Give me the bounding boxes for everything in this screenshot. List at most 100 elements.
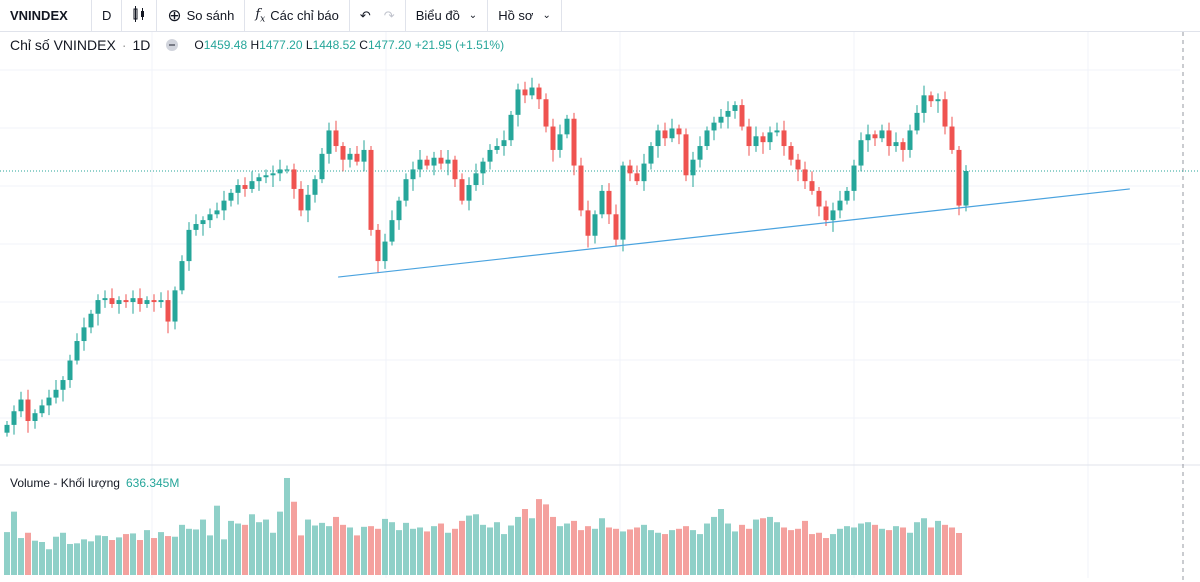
candle-body — [704, 130, 710, 147]
volume-bar — [823, 538, 829, 575]
volume-bar — [711, 516, 717, 575]
volume-bar — [382, 518, 388, 575]
volume-bar — [480, 524, 486, 575]
compare-button[interactable]: ⊕ So sánh — [157, 0, 246, 31]
candle-body — [501, 140, 507, 147]
interval-button[interactable]: D — [92, 0, 123, 31]
candle-body — [900, 142, 906, 150]
candle-body — [74, 341, 80, 361]
candle-body — [809, 181, 815, 191]
volume-bar — [522, 508, 528, 575]
candle-body — [165, 300, 171, 322]
candle-body — [739, 105, 745, 127]
candle-body — [760, 136, 766, 143]
low-label: L — [305, 38, 313, 52]
volume-bar — [172, 536, 178, 575]
candle-body — [249, 181, 255, 189]
volume-bar — [585, 526, 591, 575]
candle-body — [151, 300, 157, 303]
candle-body — [200, 220, 206, 225]
volume-bar — [529, 518, 535, 575]
candle-body — [578, 165, 584, 211]
candle-body — [907, 130, 913, 150]
candle-body — [221, 200, 227, 211]
volume-bar — [956, 533, 962, 575]
undo-icon[interactable]: ↶ — [359, 7, 371, 23]
candle-body — [711, 122, 717, 131]
volume-bar — [592, 528, 598, 575]
volume-bar — [683, 526, 689, 575]
collapse-icon[interactable] — [166, 39, 179, 51]
volume-bar — [123, 534, 129, 575]
candle-body — [340, 146, 346, 160]
volume-bar — [746, 528, 752, 575]
candle-body — [683, 134, 689, 176]
volume-bar — [39, 541, 45, 575]
candle-body — [543, 99, 549, 127]
volume-bar — [648, 530, 654, 575]
candle-body — [431, 157, 437, 166]
indicators-label: Các chỉ báo — [270, 8, 339, 23]
high-value: 1477.20 — [259, 38, 303, 52]
volume-bar — [417, 527, 423, 575]
chart-toolbar: VNINDEX D ⊕ So sánh fx Các chỉ báo ↶ ↷ Biểu… — [0, 0, 1200, 32]
volume-bar — [935, 520, 941, 575]
volume-bar — [760, 518, 766, 575]
candle-body — [613, 214, 619, 240]
redo-icon[interactable]: ↷ — [383, 7, 395, 23]
open-label: O — [194, 38, 204, 52]
candle-body — [823, 206, 829, 221]
candle-body — [564, 118, 570, 135]
volume-bar — [844, 526, 850, 575]
open-value: 1459.48 — [203, 38, 248, 52]
candle-body — [67, 360, 73, 381]
candle-body — [410, 169, 416, 180]
volume-bar — [74, 543, 80, 575]
volume-bar — [830, 534, 836, 575]
volume-bar — [256, 522, 262, 575]
volume-bar — [494, 522, 500, 575]
volume-bar — [144, 530, 150, 575]
candle-body — [914, 112, 920, 131]
volume-bar — [291, 501, 297, 575]
volume-bar — [88, 541, 94, 575]
candle-body — [312, 179, 318, 195]
volume-bar — [270, 532, 276, 575]
volume-label: Volume - Khối lượng — [10, 476, 120, 490]
indicators-button[interactable]: fx Các chỉ báo — [245, 0, 350, 31]
candle-body — [697, 146, 703, 160]
volume-bar — [809, 534, 815, 575]
candle-body — [865, 134, 871, 141]
candle-body — [921, 95, 927, 113]
volume-bar — [179, 524, 185, 575]
volume-bar — [865, 522, 871, 575]
undo-redo-group: ↶ ↷ — [350, 0, 406, 31]
candle-body — [466, 185, 472, 201]
candle-body — [606, 190, 612, 215]
candle-body — [60, 380, 66, 390]
volume-legend: Volume - Khối lượng 636.345M — [10, 476, 179, 490]
candle-body — [480, 161, 486, 174]
volume-bar — [130, 533, 136, 575]
candle-body — [459, 179, 465, 201]
symbol-button[interactable]: VNINDEX — [0, 0, 92, 31]
candle-body — [291, 169, 297, 189]
chart-type-button[interactable] — [122, 0, 158, 31]
candle-body — [844, 190, 850, 201]
profile-menu-button[interactable]: Hồ sơ ⌄ — [488, 0, 562, 31]
low-value: 1448.52 — [312, 38, 356, 52]
volume-bar — [151, 538, 157, 575]
candle-body — [417, 159, 423, 170]
volume-bar — [60, 532, 66, 575]
chart-menu-button[interactable]: Biểu đồ ⌄ — [406, 0, 489, 31]
volume-bar — [424, 531, 430, 575]
volume-bar — [137, 540, 143, 575]
volume-bar — [214, 505, 220, 575]
chart-menu-label: Biểu đồ — [415, 8, 460, 23]
volume-bar — [466, 515, 472, 575]
candle-body — [802, 169, 808, 182]
candle-body — [795, 159, 801, 170]
volume-bar — [25, 532, 31, 575]
volume-bar — [655, 532, 661, 575]
